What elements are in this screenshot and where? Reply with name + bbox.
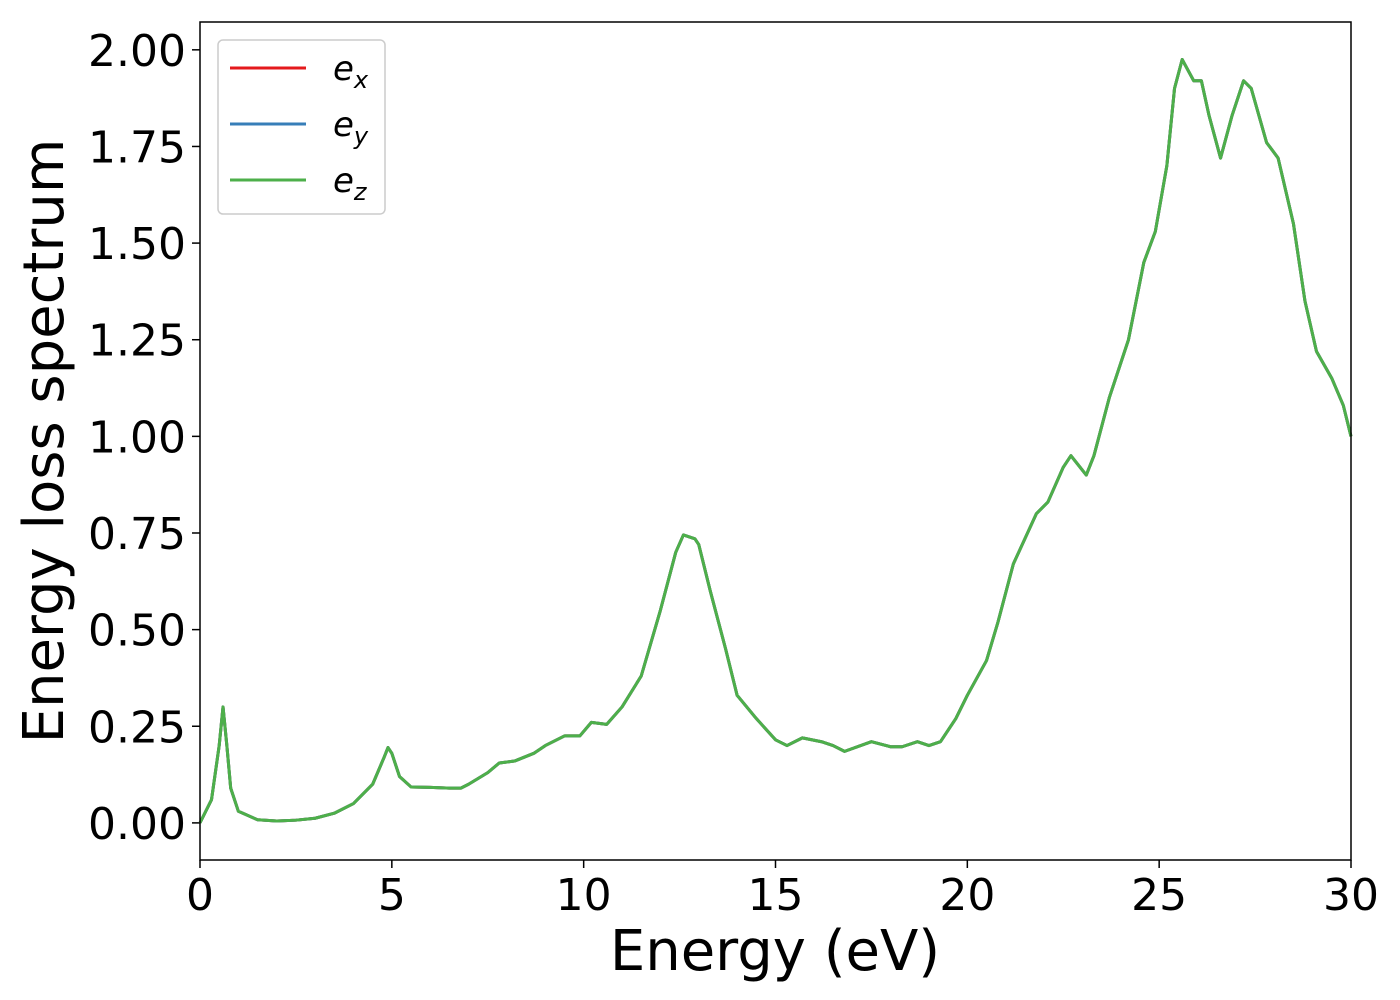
legend-label: ez bbox=[333, 161, 368, 206]
y-tick-label: 1.75 bbox=[88, 122, 186, 173]
legend-label-base: e bbox=[333, 49, 354, 89]
x-tick-label: 10 bbox=[556, 870, 612, 921]
y-tick-label: 0.50 bbox=[88, 606, 186, 657]
y-tick-label: 1.00 bbox=[88, 412, 186, 463]
y-tick-label: 0.00 bbox=[88, 799, 186, 850]
x-tick-label: 30 bbox=[1323, 870, 1379, 921]
x-tick-label: 5 bbox=[378, 870, 406, 921]
legend-label-base: e bbox=[333, 105, 354, 145]
x-tick-label: 0 bbox=[186, 870, 214, 921]
y-tick-label: 0.75 bbox=[88, 509, 186, 560]
x-tick-label: 20 bbox=[939, 870, 995, 921]
x-tick-label: 25 bbox=[1131, 870, 1187, 921]
legend-label: ey bbox=[333, 105, 369, 150]
y-tick-label: 0.25 bbox=[88, 702, 186, 753]
y-tick-label: 1.50 bbox=[88, 219, 186, 270]
legend-label-sub: y bbox=[353, 122, 369, 150]
legend-label-base: e bbox=[333, 161, 354, 201]
x-axis-label: Energy (eV) bbox=[610, 919, 940, 984]
y-axis-label: Energy loss spectrum bbox=[12, 139, 77, 744]
y-tick-label: 1.25 bbox=[88, 316, 186, 367]
x-tick-label: 15 bbox=[748, 870, 804, 921]
plot-frame bbox=[199, 21, 1352, 861]
legend-label-sub: x bbox=[353, 66, 369, 94]
series-line bbox=[198, 57, 1353, 824]
y-tick-label: 2.00 bbox=[88, 26, 186, 77]
legend-label-sub: z bbox=[353, 178, 368, 206]
legend-box bbox=[217, 39, 386, 215]
legend-label: ex bbox=[333, 49, 369, 94]
